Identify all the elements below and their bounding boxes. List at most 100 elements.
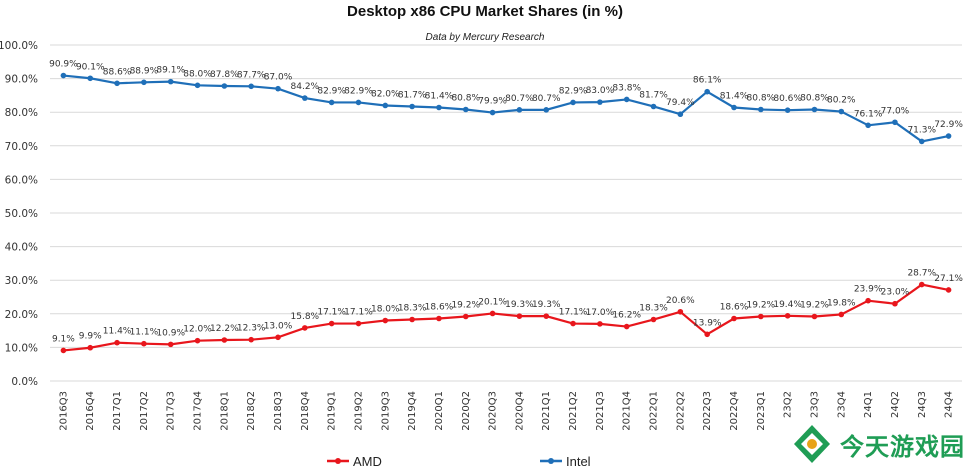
- data-point-intel: [784, 107, 791, 113]
- x-tick-label: 2021Q4: [622, 391, 633, 431]
- data-label-amd: 20.1%: [478, 297, 507, 307]
- legend: AMD Intel: [327, 454, 591, 469]
- x-tick-label: 24Q1: [863, 391, 874, 418]
- y-tick-label: 40.0%: [5, 242, 38, 254]
- data-point-intel: [918, 138, 925, 145]
- x-tick-label: 2016Q4: [85, 391, 96, 431]
- data-point-amd: [114, 339, 120, 346]
- data-label-amd: 23.0%: [881, 288, 910, 298]
- x-tick-label: 23Q4: [836, 391, 847, 418]
- data-point-intel: [275, 85, 281, 92]
- x-tick-label: 2018Q2: [246, 391, 257, 431]
- data-label-amd: 19.2%: [451, 300, 480, 310]
- x-tick-label: 2018Q1: [219, 391, 230, 431]
- x-tick-label: 2017Q4: [193, 391, 204, 431]
- legend-marker-amd: [335, 458, 341, 464]
- data-point-amd: [892, 300, 898, 307]
- y-tick-label: 0.0%: [11, 376, 38, 388]
- data-label-intel: 71.3%: [907, 125, 936, 135]
- chart-subtitle: Data by Mercury Research: [426, 32, 545, 43]
- series-line-amd: [63, 283, 949, 352]
- data-point-intel: [758, 106, 764, 113]
- data-label-intel: 79.9%: [478, 97, 507, 107]
- data-label-intel: 80.6%: [773, 94, 802, 104]
- data-label-amd: 20.6%: [666, 296, 695, 306]
- data-point-amd: [60, 347, 67, 354]
- data-label-amd: 19.3%: [505, 300, 534, 310]
- legend-label-intel: Intel: [566, 454, 591, 469]
- data-point-amd: [328, 320, 335, 327]
- data-label-intel: 82.9%: [559, 86, 588, 96]
- data-label-amd: 19.3%: [532, 300, 561, 310]
- data-point-intel: [436, 104, 442, 111]
- x-tick-label: 2016Q3: [58, 391, 69, 431]
- y-tick-label: 10.0%: [5, 342, 38, 354]
- x-tick-label: 2017Q1: [112, 391, 123, 431]
- data-label-amd: 12.0%: [183, 325, 212, 335]
- data-point-amd: [677, 308, 684, 315]
- x-tick-label: 2021Q3: [595, 391, 606, 431]
- data-label-intel: 72.9%: [934, 120, 963, 130]
- data-label-intel: 87.7%: [237, 70, 266, 80]
- data-point-amd: [141, 340, 147, 347]
- data-label-intel: 79.4%: [666, 98, 695, 108]
- data-label-amd: 18.3%: [639, 304, 668, 314]
- x-tick-label: 2019Q4: [407, 391, 418, 431]
- data-point-amd: [570, 320, 576, 327]
- data-point-intel: [382, 102, 389, 109]
- legend-label-amd: AMD: [353, 454, 382, 469]
- data-label-amd: 9.1%: [52, 334, 75, 344]
- data-label-intel: 88.0%: [183, 69, 212, 79]
- data-point-amd: [784, 313, 791, 319]
- data-label-amd: 17.1%: [317, 308, 346, 318]
- data-point-intel: [516, 107, 523, 113]
- data-label-amd: 17.1%: [559, 308, 588, 318]
- data-label-amd: 12.3%: [237, 324, 266, 334]
- data-label-intel: 90.1%: [76, 62, 105, 72]
- legend-marker-intel: [548, 458, 554, 464]
- data-label-intel: 87.0%: [264, 73, 293, 83]
- x-tick-label: 23Q3: [809, 391, 820, 418]
- data-point-intel: [731, 104, 737, 111]
- data-point-amd: [221, 337, 228, 343]
- data-label-intel: 80.8%: [800, 94, 829, 104]
- x-tick-label: 2020Q1: [434, 391, 445, 431]
- data-point-intel: [328, 99, 335, 106]
- data-label-intel: 82.0%: [371, 89, 400, 99]
- data-label-intel: 82.9%: [344, 86, 373, 96]
- x-tick-label: 2018Q4: [300, 391, 311, 431]
- data-point-amd: [543, 313, 550, 319]
- data-label-intel: 83.0%: [586, 86, 615, 96]
- data-point-amd: [918, 281, 925, 288]
- data-point-intel: [543, 107, 550, 113]
- data-label-amd: 11.4%: [103, 327, 132, 337]
- data-point-intel: [248, 83, 254, 90]
- data-point-intel: [167, 78, 174, 85]
- y-tick-label: 30.0%: [5, 275, 38, 287]
- y-tick-label: 60.0%: [5, 174, 38, 186]
- data-point-intel: [87, 75, 94, 82]
- x-tick-label: 2022Q2: [675, 391, 686, 431]
- data-label-amd: 18.6%: [720, 303, 749, 313]
- data-label-intel: 83.8%: [612, 83, 641, 93]
- data-label-amd: 19.8%: [827, 298, 856, 308]
- data-point-intel: [945, 133, 952, 139]
- data-point-amd: [516, 313, 523, 319]
- data-point-intel: [892, 119, 898, 126]
- data-label-amd: 19.2%: [800, 300, 829, 310]
- x-tick-label: 2019Q2: [353, 391, 364, 431]
- data-label-intel: 77.0%: [881, 106, 910, 116]
- data-label-amd: 23.9%: [854, 285, 883, 295]
- data-label-amd: 19.2%: [747, 300, 776, 310]
- data-point-intel: [194, 82, 201, 89]
- x-tick-label: 2019Q1: [327, 391, 338, 431]
- data-point-amd: [302, 325, 308, 331]
- data-point-intel: [302, 95, 308, 101]
- data-label-intel: 88.9%: [130, 66, 159, 76]
- data-label-amd: 18.6%: [425, 303, 454, 313]
- x-tick-label: 24Q3: [917, 391, 928, 418]
- series-line-intel: [63, 74, 949, 143]
- data-label-amd: 11.1%: [130, 328, 159, 338]
- watermark: 今天游戏园: [790, 420, 966, 468]
- data-labels: 9.1% 9.9%11.4%11.1%10.9%12.0%12.2%12.3%13…: [49, 60, 963, 345]
